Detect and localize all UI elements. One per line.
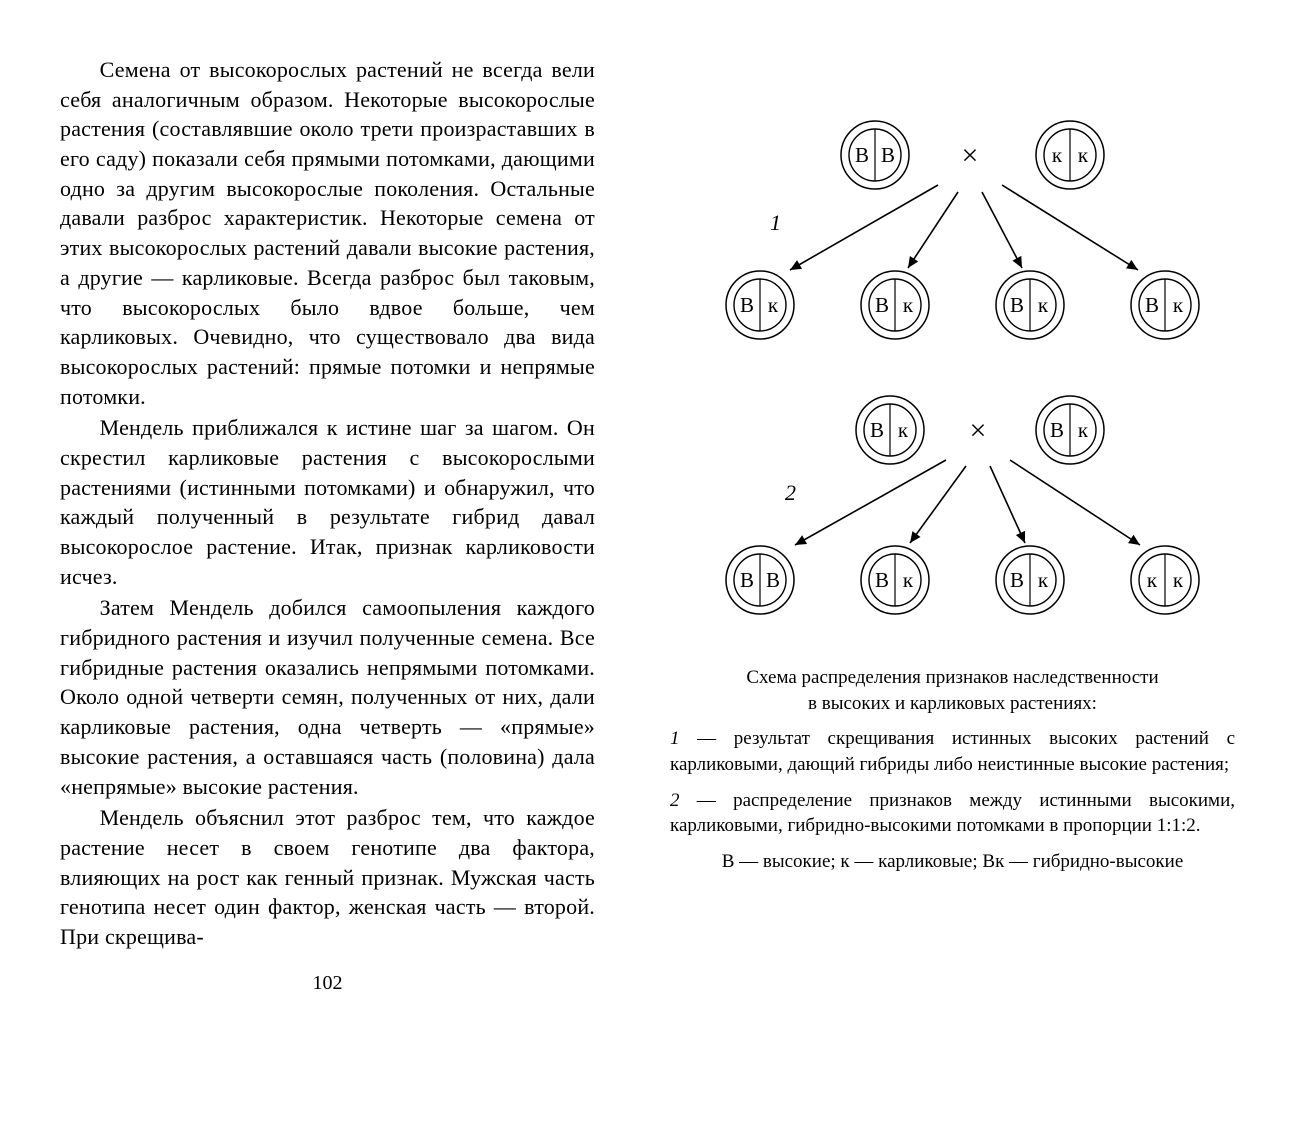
svg-text:к: к [898,418,909,442]
genetics-diagram: ВВкк×ВкВкВкВк1ВкВк×ВВВкВккк2 [670,100,1235,640]
right-page: ВВкк×ВкВкВкВк1ВкВк×ВВВкВккк2 Схема распр… [640,0,1305,1133]
caption-item: 1 — результат скрещивания истинных высок… [670,726,1235,777]
svg-text:к: к [768,293,779,317]
svg-text:к: к [1147,568,1158,592]
figure-caption: Схема распределения признаков наследстве… [670,665,1235,874]
svg-text:В: В [1010,568,1024,592]
svg-text:к: к [1078,143,1089,167]
caption-item-text: распределение признаков между истинными … [670,790,1235,837]
left-page: Семена от высокорослых растений не всегд… [0,0,640,1133]
svg-text:В: В [855,143,869,167]
svg-text:В: В [1145,293,1159,317]
paragraph: Мендель приближался к истине шаг за шаго… [60,413,595,591]
svg-text:В: В [1050,418,1064,442]
svg-text:2: 2 [785,480,796,505]
svg-text:к: к [1052,143,1063,167]
svg-text:к: к [903,568,914,592]
svg-text:к: к [1173,568,1184,592]
page-number: 102 [60,972,595,995]
svg-text:к: к [903,293,914,317]
svg-text:к: к [1038,293,1049,317]
svg-text:В: В [870,418,884,442]
caption-item-text: результат скрещивания истинных высоких р… [670,728,1235,775]
svg-text:В: В [740,293,754,317]
paragraph: Мендель объяснил этот разброс тем, что к… [60,803,595,951]
svg-text:×: × [970,414,987,447]
svg-text:В: В [875,568,889,592]
svg-text:В: В [1010,293,1024,317]
svg-text:×: × [962,139,979,172]
caption-title: в высоких и карликовых растениях: [670,691,1235,717]
svg-text:к: к [1173,293,1184,317]
svg-text:к: к [1038,568,1049,592]
svg-text:В: В [875,293,889,317]
paragraph: Семена от высокорослых растений не всегд… [60,55,595,411]
caption-title: Схема распределения признаков наследстве… [670,665,1235,691]
svg-text:В: В [740,568,754,592]
svg-text:В: В [766,568,780,592]
caption-legend: В — высокие; к — карликовые; Вк — гибрид… [670,849,1235,875]
caption-item: 2 — распределение признаков между истинн… [670,788,1235,839]
svg-text:В: В [881,143,895,167]
paragraph: Затем Мендель добился самоопыления каждо… [60,593,595,801]
svg-text:1: 1 [770,210,781,235]
svg-text:к: к [1078,418,1089,442]
book-spread: Семена от высокорослых растений не всегд… [0,0,1305,1133]
